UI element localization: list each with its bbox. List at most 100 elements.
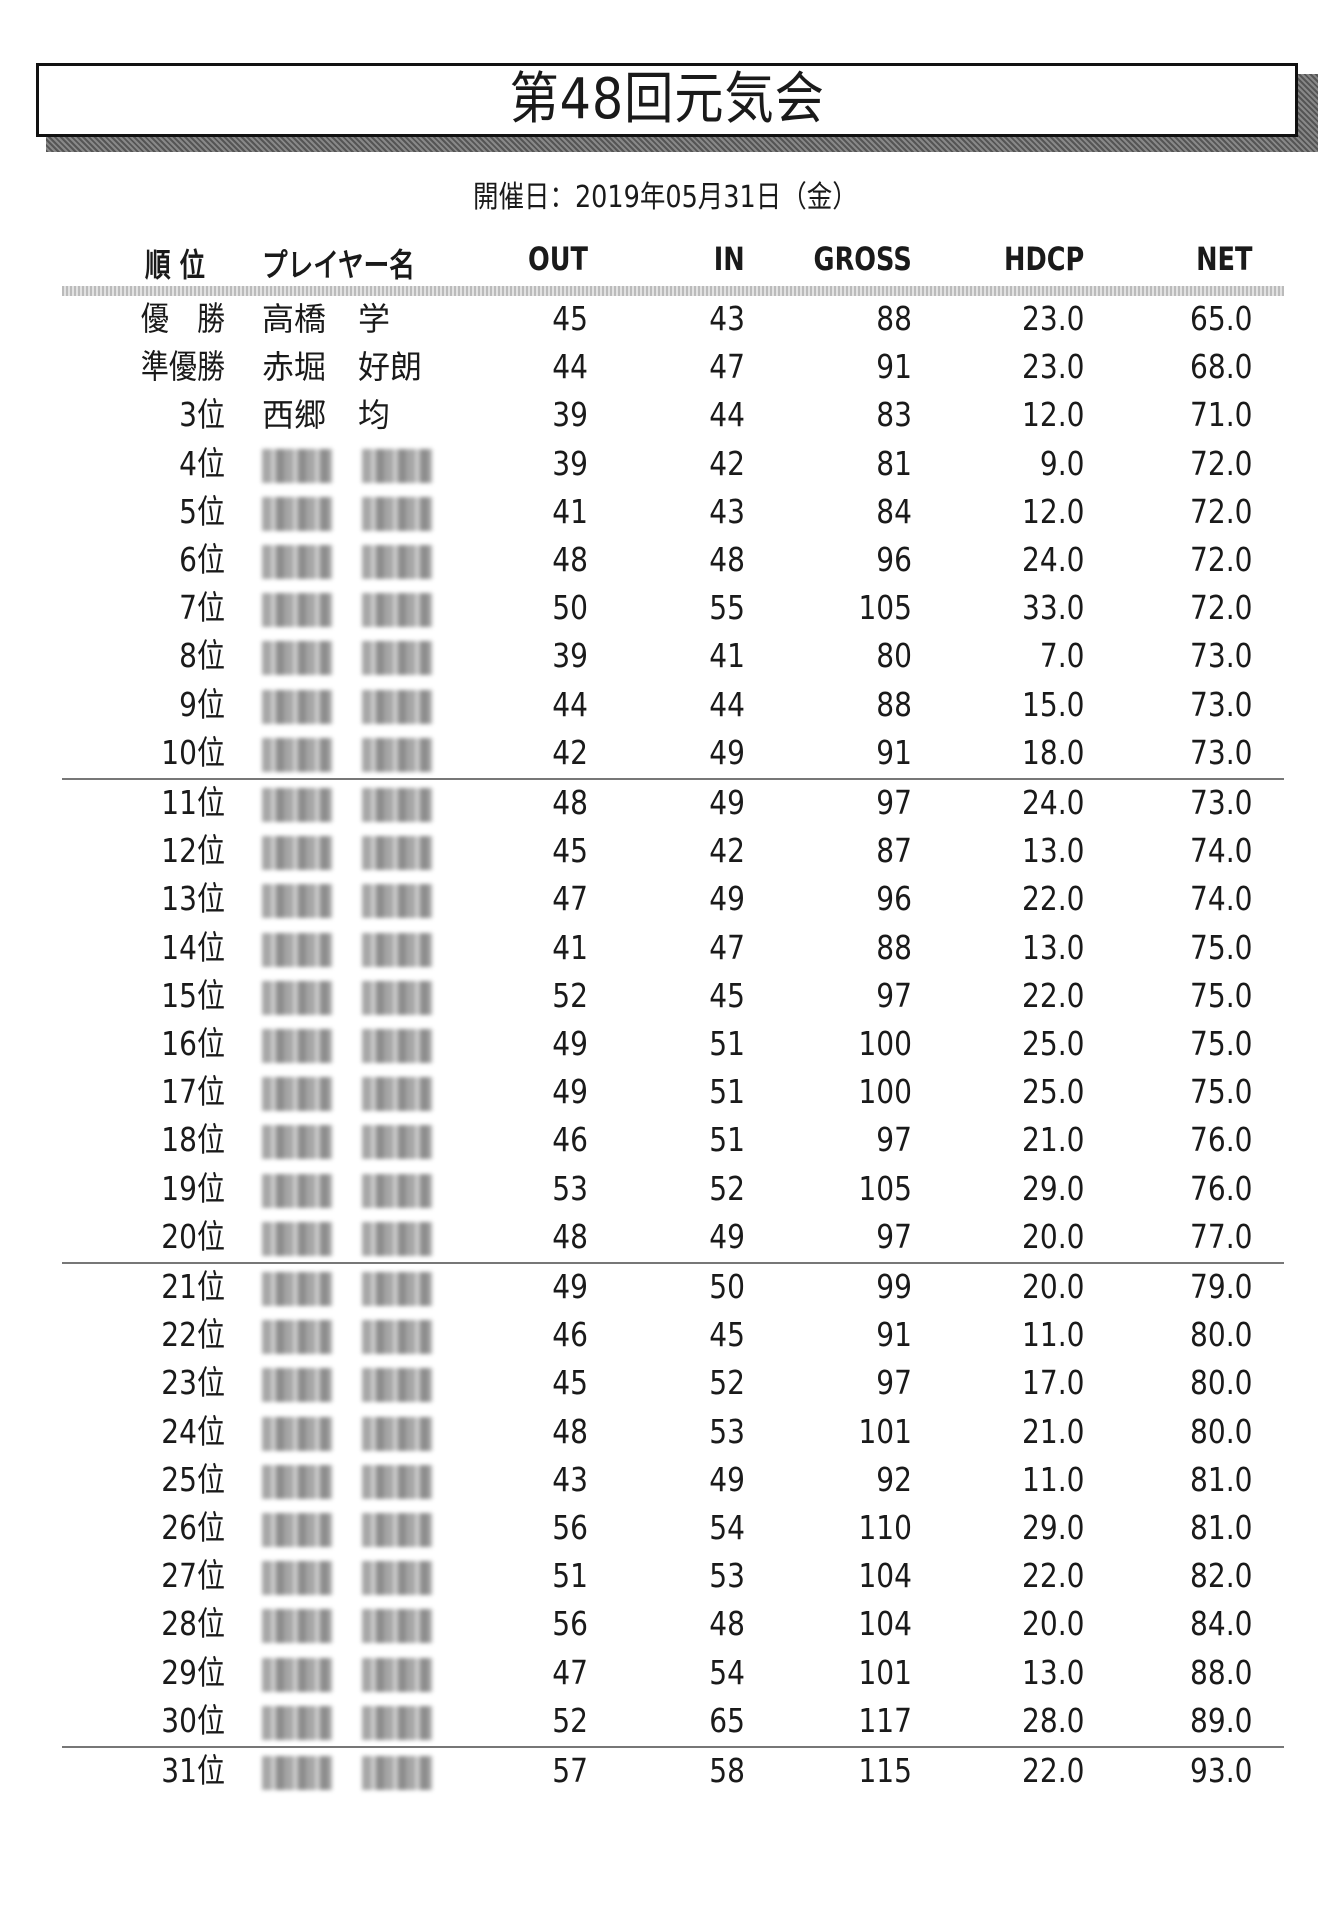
table-row: 9位 44 44 88 15.0 73.0 — [0, 681, 1331, 729]
event-date: 開催日：2019年05月31日（金） — [0, 172, 1331, 216]
cell-gross: 104 — [858, 1556, 912, 1596]
cell-hdcp: 20.0 — [1021, 1216, 1084, 1256]
cell-net: 72.0 — [1189, 540, 1252, 579]
redacted-name-block — [362, 593, 432, 628]
cell-player — [262, 1165, 462, 1213]
cell-gross: 115 — [858, 1751, 912, 1790]
cell-out: 46 — [552, 1120, 588, 1160]
cell-net: 74.0 — [1189, 831, 1252, 871]
cell-net: 80.0 — [1189, 1315, 1252, 1355]
cell-player — [262, 440, 462, 488]
cell-net: 75.0 — [1189, 1072, 1252, 1112]
redacted-name-block — [262, 545, 332, 579]
cell-net: 80.0 — [1189, 1411, 1252, 1451]
cell-rank: 12位 — [161, 831, 225, 871]
cell-out: 50 — [552, 588, 588, 628]
redacted-name-block — [262, 1368, 332, 1403]
cell-rank: 31位 — [161, 1751, 225, 1790]
cell-hdcp: 24.0 — [1021, 540, 1084, 579]
redacted-name-block — [262, 836, 332, 871]
cell-gross: 97 — [876, 975, 912, 1015]
redacted-name-block — [262, 1221, 332, 1256]
cell-net: 82.0 — [1189, 1556, 1252, 1596]
cell-out: 43 — [552, 1459, 588, 1499]
redacted-name-block — [262, 1513, 332, 1547]
cell-gross: 97 — [876, 1363, 912, 1403]
cell-in: 58 — [709, 1751, 745, 1790]
table-row: 8位 39 41 80 7.0 73.0 — [0, 632, 1331, 680]
cell-player — [262, 827, 462, 875]
table-row: 4位 39 42 81 9.0 72.0 — [0, 440, 1331, 488]
cell-gross: 96 — [876, 540, 912, 579]
cell-hdcp: 18.0 — [1021, 732, 1084, 772]
table-row: 27位 51 53 104 22.0 82.0 — [0, 1552, 1331, 1600]
cell-player — [262, 536, 462, 584]
cell-player: 赤堀 好朗 — [262, 348, 423, 387]
redacted-name-block — [262, 593, 332, 628]
cell-rank: 23位 — [161, 1363, 225, 1403]
table-row: 26位 56 54 110 29.0 81.0 — [0, 1504, 1331, 1552]
cell-rank: 19位 — [161, 1168, 225, 1208]
header-in: IN — [714, 240, 745, 278]
redacted-name-block — [262, 1077, 332, 1112]
redacted-name-block — [362, 932, 432, 967]
cell-player — [262, 1263, 462, 1311]
cell-net: 84.0 — [1189, 1604, 1252, 1644]
cell-net: 73.0 — [1189, 783, 1252, 822]
table-row: 25位 43 49 92 11.0 81.0 — [0, 1456, 1331, 1504]
cell-rank: 8位 — [179, 636, 225, 676]
table-row: 28位 56 48 104 20.0 84.0 — [0, 1600, 1331, 1648]
cell-player — [262, 1359, 462, 1407]
cell-in: 41 — [709, 636, 745, 676]
cell-hdcp: 15.0 — [1021, 684, 1084, 724]
table-row: 24位 48 53 101 21.0 80.0 — [0, 1408, 1331, 1456]
cell-player — [262, 632, 462, 680]
cell-in: 49 — [709, 879, 745, 919]
cell-hdcp: 9.0 — [1039, 443, 1084, 483]
cell-in: 51 — [709, 1120, 745, 1160]
title-box: 第48回元気会 — [36, 63, 1298, 137]
cell-gross: 97 — [876, 1216, 912, 1256]
cell-player — [262, 972, 462, 1020]
cell-rank: 18位 — [161, 1120, 225, 1160]
cell-net: 74.0 — [1189, 879, 1252, 919]
cell-player: 高橋 学 — [262, 300, 391, 338]
cell-player — [262, 1747, 462, 1795]
table-row: 16位 49 51 100 25.0 75.0 — [0, 1020, 1331, 1068]
cell-player — [262, 1504, 462, 1552]
cell-player — [262, 1697, 462, 1745]
redacted-name-block — [262, 1609, 332, 1644]
cell-gross: 92 — [876, 1459, 912, 1499]
cell-player — [262, 1600, 462, 1648]
redacted-name-block — [362, 1609, 432, 1644]
cell-rank: 6位 — [179, 540, 225, 579]
cell-in: 43 — [709, 491, 745, 531]
header-hdcp: HDCP — [1003, 240, 1084, 278]
redacted-name-block — [362, 1173, 432, 1208]
cell-in: 49 — [709, 1459, 745, 1499]
cell-hdcp: 13.0 — [1021, 927, 1084, 967]
cell-gross: 105 — [858, 588, 912, 628]
cell-out: 42 — [552, 732, 588, 772]
cell-rank: 10位 — [161, 732, 225, 772]
cell-out: 41 — [552, 927, 588, 967]
cell-hdcp: 28.0 — [1021, 1700, 1084, 1740]
cell-hdcp: 33.0 — [1021, 588, 1084, 628]
cell-out: 39 — [552, 443, 588, 483]
redacted-name-block — [262, 448, 332, 483]
cell-hdcp: 13.0 — [1021, 1652, 1084, 1692]
cell-player — [262, 1116, 462, 1164]
redacted-name-block — [362, 1464, 432, 1499]
table-row: 優 勝 45 43 88 23.0 65.0 高橋 学 — [0, 295, 1331, 343]
table-row: 23位 45 52 97 17.0 80.0 — [0, 1359, 1331, 1407]
table-row: 13位 47 49 96 22.0 74.0 — [0, 875, 1331, 923]
table-row: 7位 50 55 105 33.0 72.0 — [0, 584, 1331, 632]
table-row: 10位 42 49 91 18.0 73.0 — [0, 729, 1331, 777]
cell-hdcp: 22.0 — [1021, 975, 1084, 1015]
cell-in: 44 — [709, 395, 745, 435]
redacted-name-block — [262, 1416, 332, 1451]
cell-rank: 25位 — [161, 1459, 225, 1499]
table-row: 18位 46 51 97 21.0 76.0 — [0, 1116, 1331, 1164]
table-row: 21位 49 50 99 20.0 79.0 — [0, 1263, 1331, 1311]
header-player: プレイヤー名 — [262, 246, 415, 284]
